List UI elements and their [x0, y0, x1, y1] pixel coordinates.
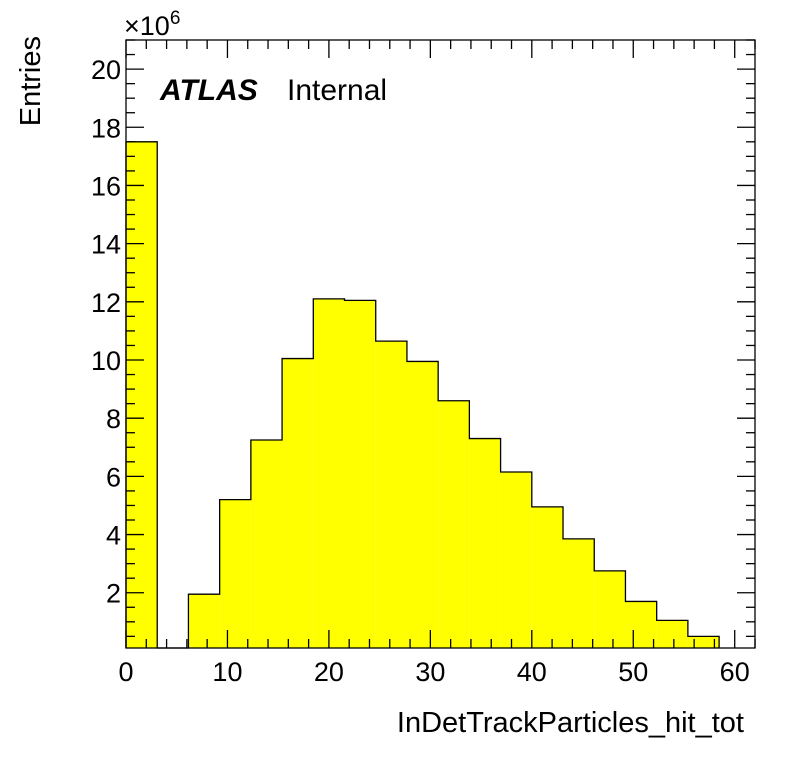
histogram-bar: [469, 438, 501, 648]
y-tick-labels: 2 4 6 8 10 12 14 16 18 20: [91, 55, 121, 609]
x-tick-label: 30: [415, 657, 445, 687]
y-tick-label: 8: [106, 404, 121, 434]
y-tick-label: 20: [91, 55, 121, 85]
x-tick-label: 20: [314, 657, 344, 687]
atlas-label: ATLAS: [159, 74, 258, 107]
histogram-bar: [344, 300, 376, 648]
histogram-bar: [126, 141, 158, 648]
y-multiplier: ×106: [124, 8, 180, 41]
histogram-bar: [531, 506, 564, 648]
x-axis-title: InDetTrackParticles_hit_tot: [397, 707, 744, 739]
histogram-bar: [500, 472, 532, 648]
histogram-bar: [313, 298, 345, 648]
x-tick-label: 50: [618, 657, 648, 687]
axis-ticks: [125, 39, 756, 648]
y-tick-label: 16: [91, 171, 121, 201]
histogram-bar: [406, 361, 439, 648]
y-tick-label: 14: [91, 230, 121, 260]
internal-label: Internal: [287, 74, 387, 107]
histogram-bar: [282, 358, 314, 648]
x-tick-label: 0: [118, 657, 133, 687]
x-tick-label: 10: [212, 657, 242, 687]
histogram-bar: [219, 499, 251, 648]
histogram-bar: [438, 400, 470, 648]
histogram-bar: [687, 636, 720, 648]
plot-frame: [125, 39, 756, 649]
x-tick-label: 40: [517, 657, 547, 687]
y-tick-label: 2: [106, 579, 121, 609]
histogram-bar: [250, 440, 283, 648]
histogram-bar: [563, 538, 595, 648]
histogram-bar: [594, 570, 626, 648]
y-tick-label: 12: [91, 288, 121, 318]
y-tick-label: 6: [106, 462, 121, 492]
y-tick-label: 10: [91, 346, 121, 376]
x-tick-labels: 0 10 20 30 40 50 60: [118, 657, 749, 687]
y-tick-label: 4: [106, 521, 121, 551]
x-tick-label: 60: [720, 657, 750, 687]
histogram-bar: [188, 594, 220, 648]
histogram-bar: [656, 620, 688, 648]
histogram-bar: [375, 341, 407, 648]
histogram-bar: [625, 601, 657, 648]
histogram-outline: [125, 141, 720, 649]
histogram-bars: [126, 141, 720, 648]
y-axis-title: Entries: [15, 36, 47, 126]
y-tick-label: 18: [91, 113, 121, 143]
